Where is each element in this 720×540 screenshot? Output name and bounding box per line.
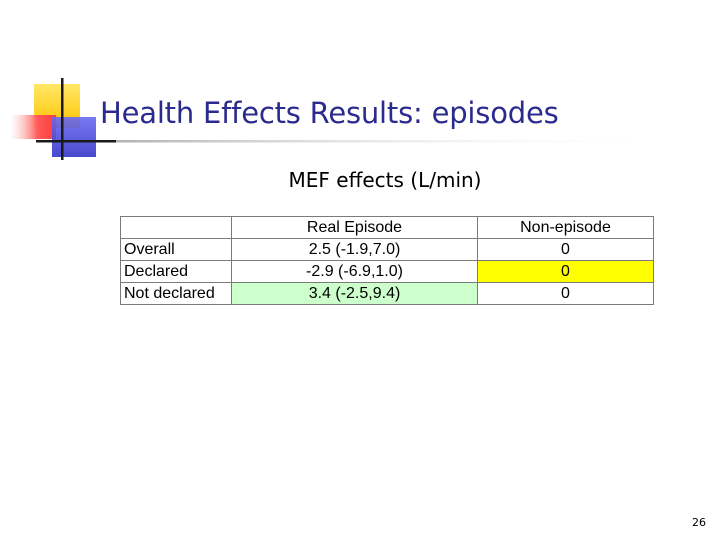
header-cell-non-episode: Non-episode: [477, 216, 654, 239]
real-episode-value-highlighted: 3.4 (-2.5,9.4): [231, 282, 478, 305]
slide-title: Health Effects Results: episodes: [100, 96, 559, 130]
table-caption: MEF effects (L/min): [288, 168, 482, 192]
row-label: Not declared: [120, 282, 232, 305]
row-label: Overall: [120, 238, 232, 261]
row-label: Declared: [120, 260, 232, 283]
page-number: 26: [692, 516, 706, 529]
table-row: Declared -2.9 (-6.9,1.0) 0: [120, 260, 654, 283]
deco-horizontal-line: [36, 140, 676, 143]
real-episode-value: -2.9 (-6.9,1.0): [231, 260, 478, 283]
deco-blue-square: [52, 117, 96, 157]
title-decoration: [10, 78, 676, 160]
deco-red-bar: [10, 115, 56, 139]
table-row: Overall 2.5 (-1.9,7.0) 0: [120, 238, 654, 261]
table-row: Not declared 3.4 (-2.5,9.4) 0: [120, 282, 654, 305]
header-cell-real-episode: Real Episode: [231, 216, 478, 239]
real-episode-value: 2.5 (-1.9,7.0): [231, 238, 478, 261]
results-table: Real Episode Non-episode Overall 2.5 (-1…: [120, 216, 654, 305]
header-cell-empty: [120, 216, 232, 239]
deco-vertical-line: [61, 78, 64, 160]
non-episode-value: 0: [477, 282, 654, 305]
non-episode-value: 0: [477, 238, 654, 261]
non-episode-value-highlighted: 0: [477, 260, 654, 283]
table-header-row: Real Episode Non-episode: [120, 216, 654, 239]
